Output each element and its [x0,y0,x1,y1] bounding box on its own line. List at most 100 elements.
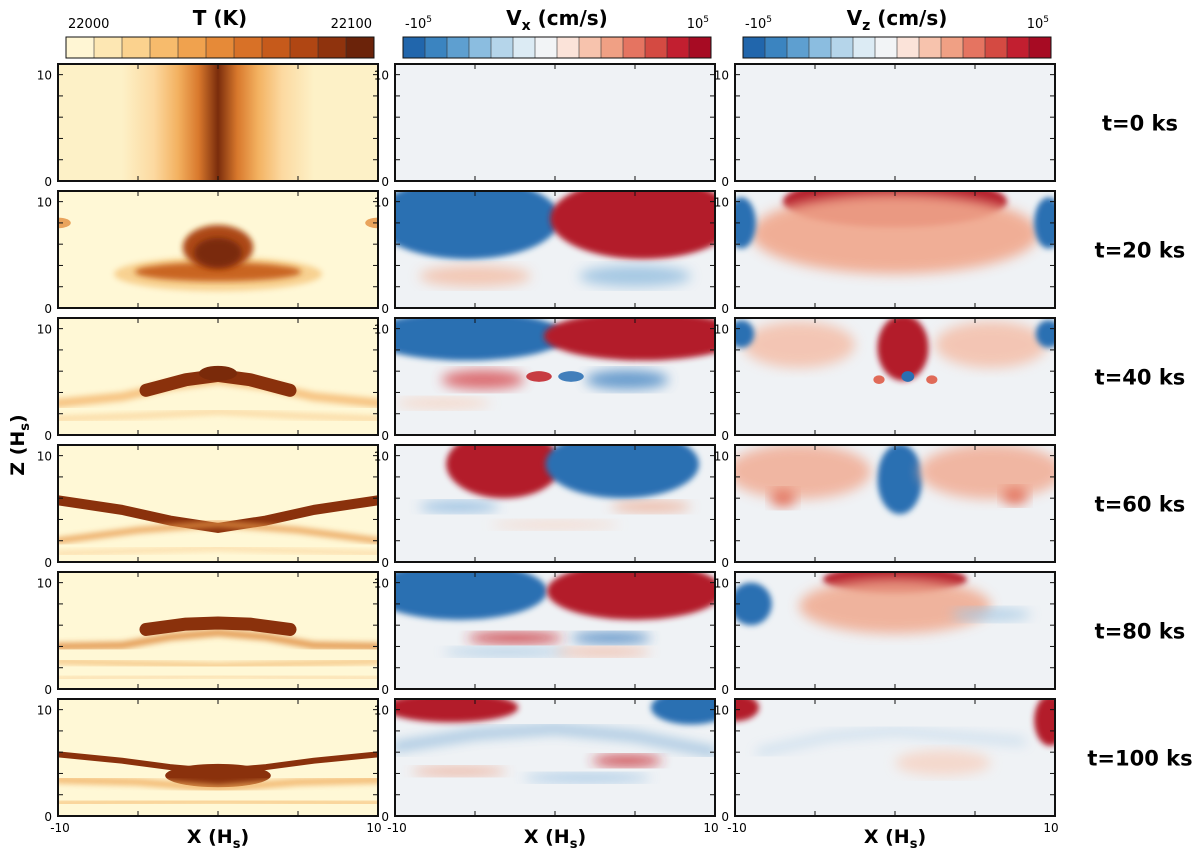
field-blob [873,375,885,384]
y-tick-label: 0 [721,302,729,316]
colorbar-segment [403,37,426,58]
y-tick-label: 10 [374,704,389,718]
colorbar-segment [491,37,514,58]
field-blob [877,445,923,515]
panel-ticks [734,572,1056,690]
y-tick-label: 0 [44,810,52,824]
time-label: t=0 ks [1102,112,1178,136]
field-blob [395,699,519,723]
field-blob [194,237,242,268]
field-band [58,495,378,533]
panel-ticks [394,318,716,436]
y-tick-label: 0 [44,683,52,697]
colorbar-segment [765,37,788,58]
y-tick-label: 0 [381,556,389,570]
field-blob [545,445,699,499]
y-tick-label: 0 [44,302,52,316]
field-band [756,728,1026,755]
field-blob [419,501,499,513]
field-band [139,616,297,636]
field-blob [751,193,1039,274]
colorbar-segment [667,37,690,58]
field-blob [395,191,560,260]
panel-ticks [394,64,716,182]
field-blob [1034,699,1055,746]
colorbar-min-label: -105 [405,15,432,32]
y-tick-label: 10 [374,450,389,464]
colorbar-segment [346,37,375,58]
colorbar-segment [579,37,602,58]
panel-ticks [57,64,379,182]
x-tick-label: -10 [727,821,747,835]
y-tick-label: 10 [714,196,729,210]
y-tick-label: 0 [381,302,389,316]
colorbar-segment [447,37,470,58]
time-label: t=20 ks [1095,239,1186,263]
panel-ticks [57,318,379,436]
time-label: t=40 ks [1095,366,1186,390]
panel-Vz-t0: 10 0 [714,63,1056,189]
panel-Vz-t80: 10 0 [714,571,1056,697]
y-tick-label: 0 [721,556,729,570]
y-tick-label: 10 [714,323,729,337]
field-blob [419,265,531,287]
field-blob [547,572,715,620]
panel-Vx-t40: 10 0 [374,317,716,443]
field-blob [919,445,1055,500]
colorbar-max-label: 105 [687,15,709,32]
y-tick-label: 10 [37,577,52,591]
colorbar-Vz: Vz (cm/s) -105 105 [742,6,1052,59]
colorbar-segment [290,37,319,58]
panel-field [735,64,1055,181]
field-blob [1002,487,1028,505]
field-blob [365,217,378,229]
panel-T-t100: 10 0-10 10 [37,698,382,835]
panel-Vz-t20: 10 0 [714,190,1056,316]
colorbar-segment [985,37,1008,58]
panel-Vx-t80: 10 0 [374,571,716,697]
colorbar-segment [963,37,986,58]
panel-field [58,445,378,562]
panel-Vx-t20: 10 0 [374,190,716,316]
colorbar-segment [831,37,854,58]
panel-field [735,445,1055,562]
field-blob [735,582,772,626]
y-tick-label: 10 [714,577,729,591]
field-blob [165,763,271,788]
panels-grid: 1001001001001001001001001001001001001001… [37,63,1059,835]
x-tick-label: 10 [366,821,381,835]
y-tick-label: 10 [37,450,52,464]
panel-field [58,191,378,308]
x-axis-label: X (Hs) [524,826,586,852]
panel-field [395,318,715,435]
colorbar-title-T: T (K) [193,6,247,30]
field-background [395,64,715,181]
field-stripe [122,64,314,181]
y-tick-label: 0 [721,683,729,697]
panel-field [395,191,715,308]
field-blob [134,262,302,282]
panel-field [735,318,1055,435]
y-tick-label: 10 [37,196,52,210]
panel-T-t40: 10 0 [37,317,379,443]
colorbar-T: T (K) 22000 22100 [65,6,375,59]
panel-ticks [394,445,716,563]
colorbar-segment [178,37,207,58]
y-tick-label: 0 [721,810,729,824]
colorbar-segment [66,37,95,58]
x-axis-label: X (Hs) [187,826,249,852]
field-blob [443,647,571,657]
field-blob [591,755,663,767]
field-blob [895,750,991,776]
panel-Vz-t100: 10 0-10 10 [714,698,1059,835]
colorbar-segment [206,37,235,58]
colorbar-segment [1029,37,1052,58]
colorbar-segment [234,37,263,58]
colorbar-segment [875,37,898,58]
field-blob [585,370,669,390]
panel-ticks [734,699,1056,817]
time-label: t=80 ks [1095,620,1186,644]
field-band [58,520,378,544]
y-axis-label: Z (Hs) [7,414,33,475]
colorbar-segment [601,37,624,58]
